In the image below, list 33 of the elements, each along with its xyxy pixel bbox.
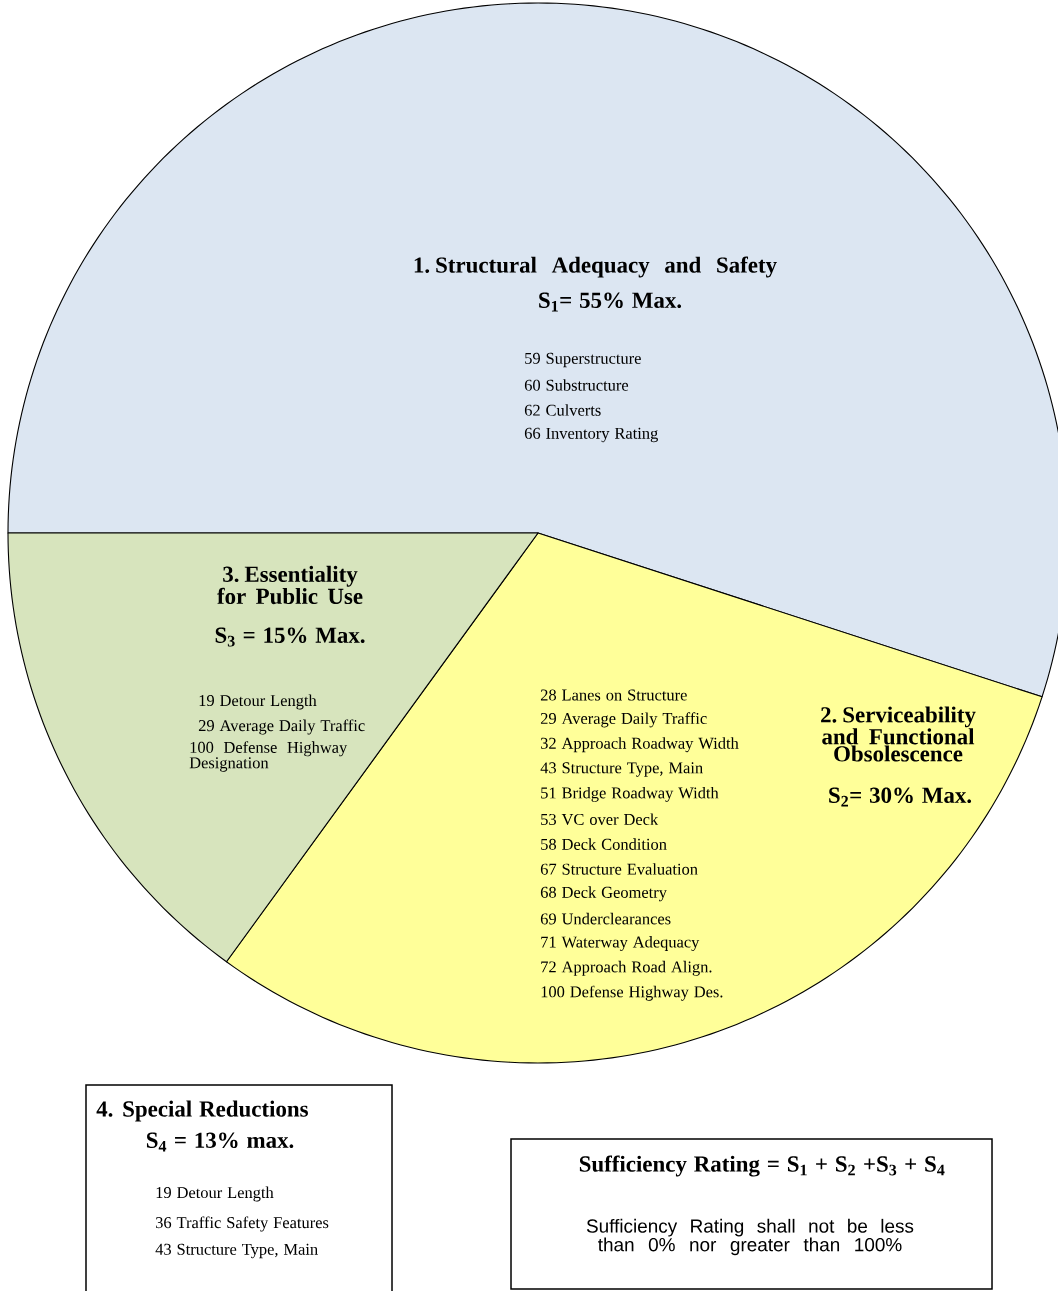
- text: 58 Deck Condition: [541, 838, 667, 850]
- text: 51 Bridge Roadway Width: [541, 786, 719, 802]
- text: 32 Approach Roadway Width: [540, 737, 739, 753]
- data-label: S$_{3}$ = 15% Max.: [215, 627, 365, 647]
- text: 67 Structure Evaluation: [540, 863, 698, 875]
- data-label: S$_{1}$= 55% Max.: [539, 292, 682, 312]
- text: 69 Underclearances: [540, 912, 671, 925]
- text: 53 VC over Deck: [541, 813, 659, 826]
- slice-label: 2. Serviceability and Functional Obsolescence: [821, 706, 976, 762]
- text: 100 Defense Highway Designation: [189, 741, 348, 772]
- text: 36 Traffic Safety Features: [155, 1216, 329, 1232]
- data-label: S$_{2}$= 30% Max.: [829, 787, 972, 807]
- text: 19 Detour Length: [156, 1186, 274, 1202]
- slice-label: 3. Essentiality for Public Use: [217, 565, 363, 605]
- text: 43 Structure Type, Main: [155, 1243, 318, 1259]
- text: Sufficiency Rating shall not be less than 0% nor greater than 100%: [586, 1218, 914, 1256]
- text: 60 Substructure: [524, 379, 629, 391]
- text: 29 Average Daily Traffic: [198, 719, 365, 735]
- text: 59 Superstructure: [525, 352, 641, 368]
- text: Sufficiency Rating = S$_{1}$ + S$_{2}$ +S$_{3}$ + S$_{4}$: [579, 1155, 945, 1177]
- text: 62 Culverts: [524, 404, 601, 416]
- text: 29 Average Daily Traffic: [540, 712, 707, 728]
- text: 4. Special Reductions: [96, 1100, 308, 1122]
- text: 72 Approach Road Align.: [541, 960, 712, 976]
- text: 19 Detour Length: [199, 694, 317, 710]
- text: 66 Inventory Rating: [524, 427, 658, 443]
- text: 71 Waterway Adequacy: [541, 936, 700, 951]
- text: 28 Lanes on Structure: [540, 689, 687, 701]
- text: S$_{4}$ = 13% max.: [146, 1132, 294, 1152]
- text: 68 Deck Geometry: [540, 886, 667, 902]
- text: 100 Defense Highway Des.: [541, 985, 723, 1001]
- slice-label: 1. Structural Adequacy and Safety: [414, 256, 777, 278]
- text: 43 Structure Type, Main: [540, 762, 703, 777]
